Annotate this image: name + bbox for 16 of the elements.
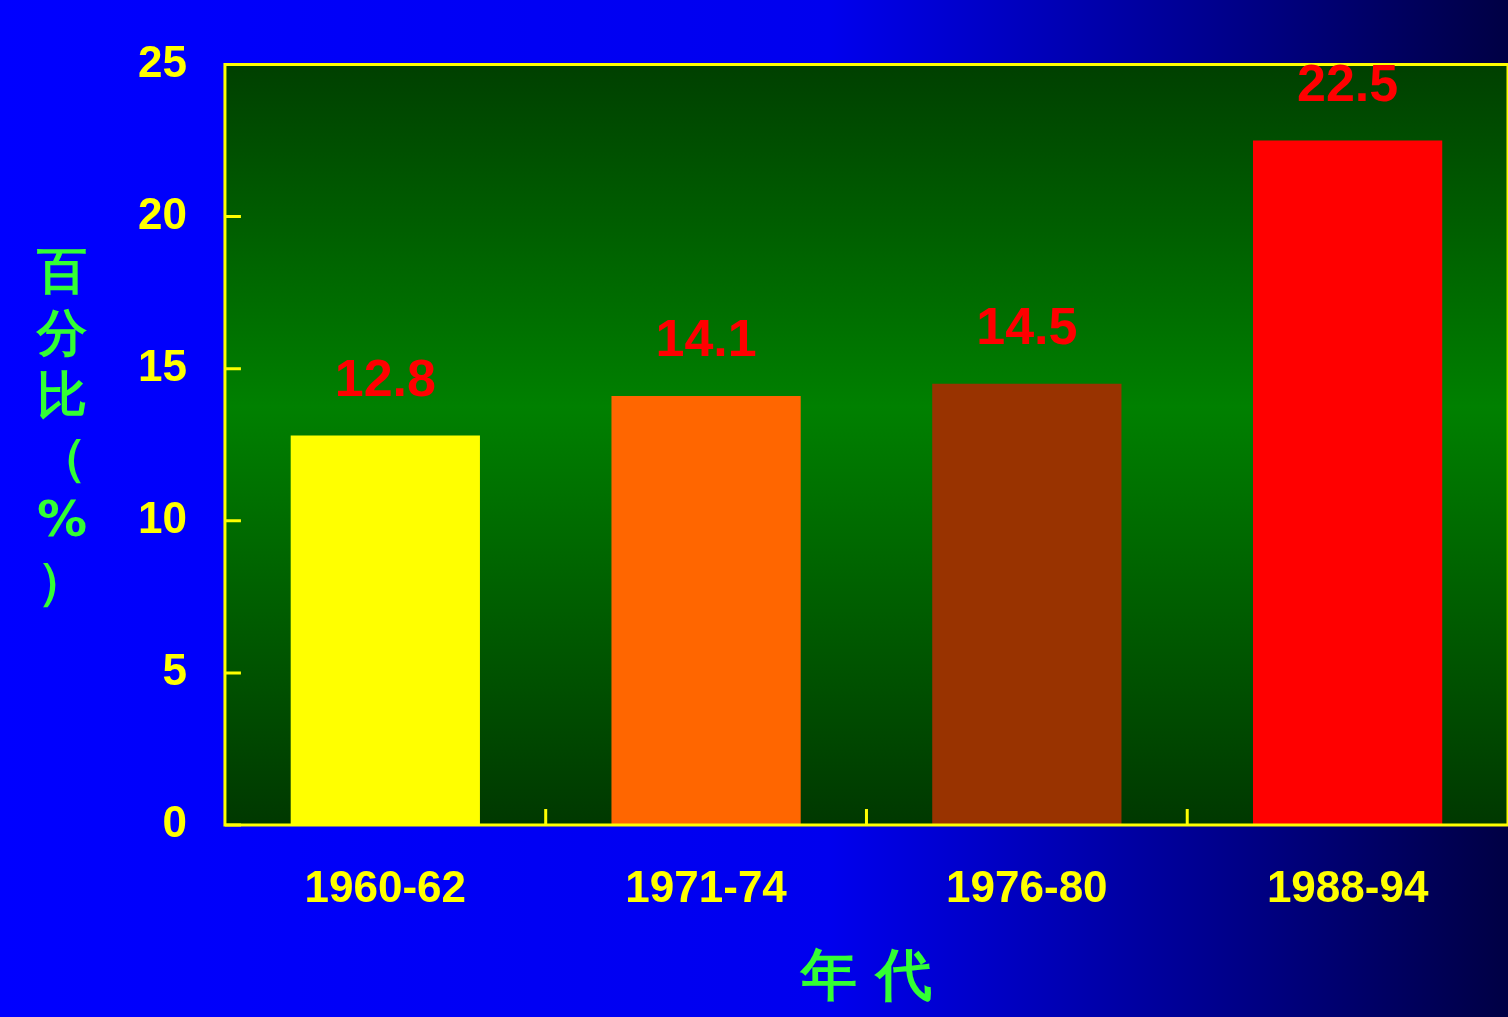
y-axis-title: 百分比（%） [35, 241, 89, 612]
x-axis-title: 年 代 [798, 941, 933, 1007]
y-tick-label: 20 [137, 188, 187, 238]
data-label: 22.5 [1297, 53, 1399, 112]
y-tick-label: 25 [137, 36, 187, 86]
x-tick-label: 1976-80 [946, 861, 1108, 911]
data-label: 14.1 [655, 309, 757, 368]
x-tick-label: 1960-62 [304, 861, 467, 911]
y-tick-label: 0 [162, 797, 187, 847]
y-tick-label: 5 [162, 645, 187, 695]
data-label: 12.8 [334, 348, 436, 407]
y-tick-label: 10 [137, 492, 187, 542]
data-label: 14.5 [976, 297, 1078, 356]
y-tick-label: 15 [137, 340, 187, 390]
x-tick-label: 1971-74 [625, 861, 788, 911]
x-tick-label: 1988-94 [1266, 861, 1429, 911]
